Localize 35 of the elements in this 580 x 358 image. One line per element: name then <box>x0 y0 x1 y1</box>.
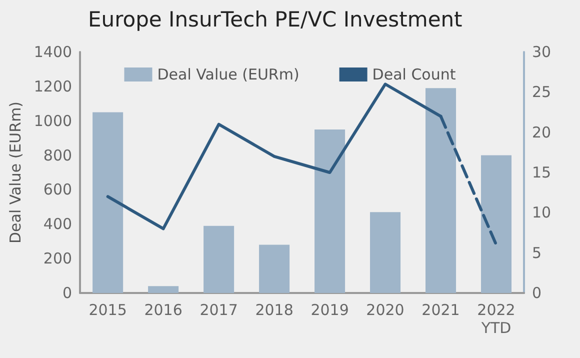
y2-tick-label: 30 <box>532 43 552 61</box>
x-tick-label: 2022 YTD <box>477 301 516 337</box>
y-tick-label: 600 <box>43 180 72 199</box>
y2-tick-label: 5 <box>532 244 542 262</box>
y-tick-label: 1400 <box>34 43 72 61</box>
y2-tick-label: 10 <box>532 204 552 222</box>
bar <box>204 226 234 293</box>
bar <box>92 112 124 293</box>
x-tick-label: 2016 <box>144 301 182 319</box>
y-tick-label: 800 <box>43 146 72 164</box>
x-tick-label: 2021 <box>422 301 460 319</box>
y2-tick-label: 20 <box>532 123 552 142</box>
x-tick-label: 2018 <box>255 301 294 319</box>
y2-tick-label: 15 <box>532 164 552 182</box>
y-tick-label: 400 <box>43 215 72 234</box>
x-tick-label: 2015 <box>88 301 127 319</box>
bar <box>480 155 512 293</box>
bar <box>370 212 401 293</box>
bar <box>259 244 290 293</box>
bar <box>426 88 456 293</box>
bar <box>314 129 346 293</box>
y-axis-title: Deal Value (EURm) <box>6 101 24 244</box>
bar <box>148 286 179 293</box>
x-tick-label: 2017 <box>200 301 238 319</box>
y2-tick-label: 0 <box>532 284 542 302</box>
legend-label: Deal Value (EURm) <box>157 66 300 84</box>
chart-title: Europe InsurTech PE/VC Investment <box>88 8 462 32</box>
y-tick-label: 1000 <box>34 112 72 130</box>
x-tick-label: 2020 <box>366 301 404 319</box>
y-tick-label: 1200 <box>34 77 72 96</box>
legend-label: Deal Count <box>372 66 456 84</box>
y-tick-label: 200 <box>43 250 72 268</box>
x-tick-label: 2019 <box>310 301 349 319</box>
y-tick-label: 0 <box>62 284 72 302</box>
y2-tick-label: 25 <box>532 83 552 102</box>
